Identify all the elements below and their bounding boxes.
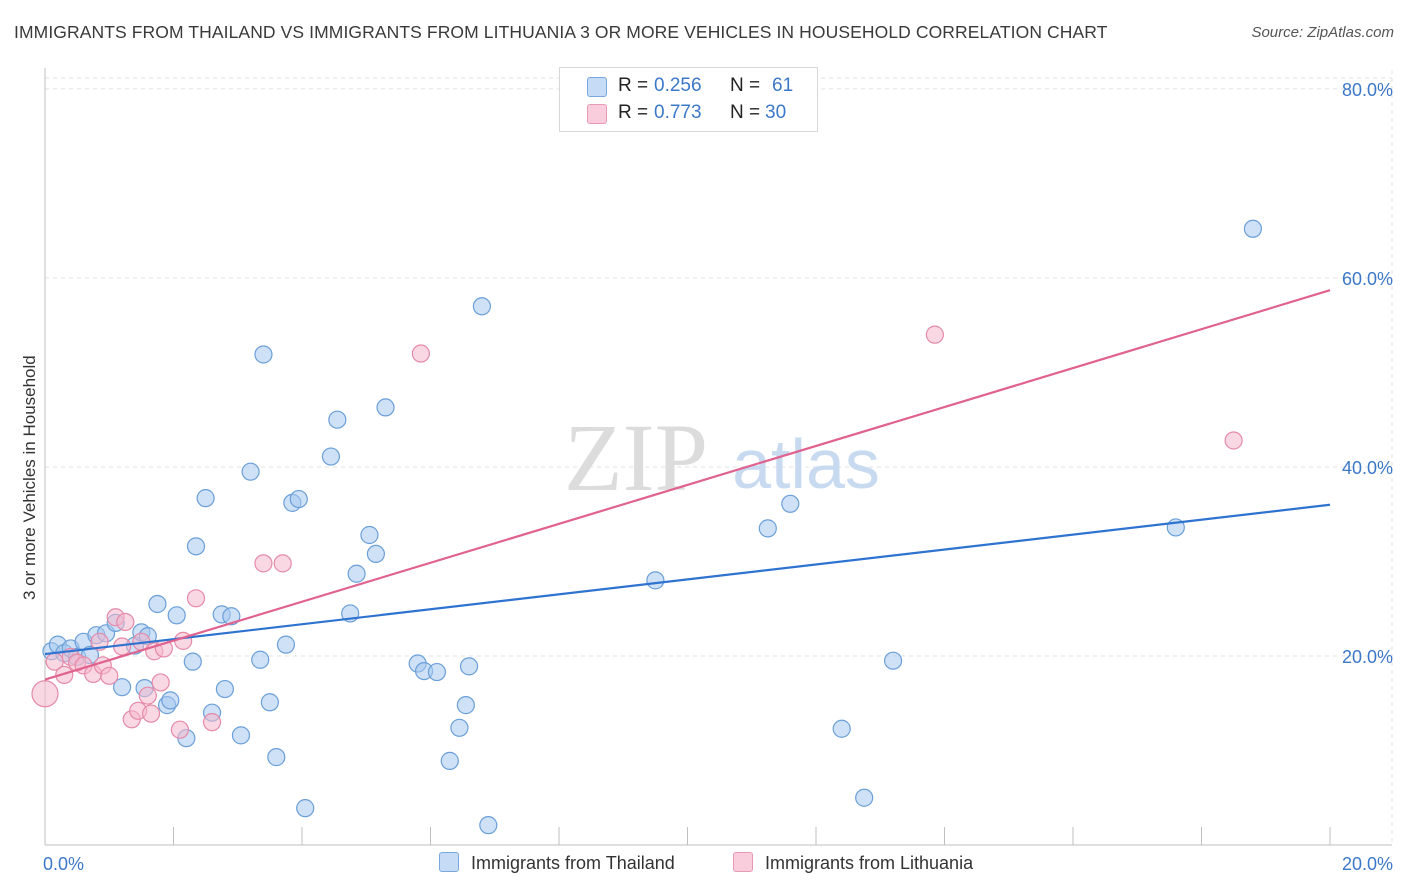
lithuania-point	[170, 720, 190, 739]
thailand-point	[450, 718, 469, 737]
thailand-point	[366, 544, 385, 564]
legend-label-thailand: Immigrants from Thailand	[471, 853, 675, 873]
thailand-point	[456, 696, 475, 715]
thailand-point	[832, 719, 851, 738]
legend-row-thailand: R = 0.256 N = 61	[560, 73, 817, 101]
lithuania-point	[141, 704, 161, 723]
thailand-legend-swatch	[439, 852, 459, 872]
thailand-point	[196, 489, 215, 508]
legend-row-lithuania: R = 0.773 N = 30	[560, 100, 817, 128]
lithuania-point	[100, 666, 119, 685]
thailand-points	[42, 219, 1263, 835]
lithuania-point	[202, 713, 222, 732]
lithuania-point	[138, 686, 157, 705]
thailand-point	[254, 345, 273, 364]
lithuania-point	[1224, 431, 1243, 450]
y-tick-label: 20.0%	[1342, 647, 1393, 667]
legend-label-lithuania: Immigrants from Lithuania	[765, 853, 974, 873]
lithuania-point	[151, 673, 170, 692]
r-value: 0.256	[654, 75, 702, 96]
y-tick-label: 80.0%	[1342, 80, 1393, 100]
lithuania-point	[116, 612, 135, 632]
thailand-point	[167, 606, 186, 625]
thailand-trend-line	[44, 503, 1331, 656]
lithuania-trend-line	[44, 289, 1331, 681]
thailand-point	[440, 751, 459, 770]
thailand-point	[161, 691, 180, 710]
thailand-point	[186, 537, 206, 556]
n-value: 61	[772, 75, 794, 96]
lithuania-point	[90, 632, 109, 651]
lithuania-point	[31, 680, 59, 708]
thailand-point	[241, 462, 260, 481]
lithuania-point	[273, 554, 292, 573]
lithuania-point	[411, 344, 430, 363]
thailand-point	[479, 816, 498, 835]
n-label: N =	[730, 75, 761, 96]
thailand-point	[427, 662, 447, 682]
thailand-point	[321, 447, 341, 466]
correlation-legend: R = 0.256 N = 61 R = 0.773 N = 30	[559, 67, 818, 132]
axes	[44, 68, 1392, 846]
legend-item-lithuania: Immigrants from Lithuania	[733, 852, 973, 874]
x-tick-label-min: 0.0%	[43, 854, 84, 874]
thailand-point	[781, 494, 800, 513]
thailand-point	[296, 799, 315, 818]
y-tick-label: 60.0%	[1342, 269, 1393, 289]
n-label: N =	[730, 102, 761, 123]
thailand-point	[260, 693, 279, 712]
thailand-point	[183, 652, 202, 671]
lithuania-legend-swatch	[733, 852, 753, 872]
thailand-point	[148, 594, 167, 614]
trend-lines	[44, 289, 1331, 681]
thailand-point	[855, 788, 874, 807]
thailand-point	[459, 657, 479, 676]
thailand-point	[758, 519, 777, 538]
thailand-point	[472, 297, 491, 316]
thailand-point	[231, 726, 251, 745]
r-value: 0.773	[654, 102, 702, 123]
watermark-zip: ZIP	[564, 404, 708, 511]
thailand-point	[1243, 219, 1263, 238]
thailand-point	[251, 650, 270, 669]
thailand-point	[222, 607, 241, 626]
thailand-point	[267, 748, 286, 767]
thailand-point	[347, 564, 366, 583]
lithuania-point	[254, 554, 273, 573]
thailand-point	[112, 678, 132, 697]
thailand-swatch	[587, 77, 607, 97]
source-label: Source: ZipAtlas.com	[1251, 24, 1394, 41]
lithuania-swatch	[587, 104, 607, 124]
lithuania-points	[31, 325, 1243, 739]
thailand-point	[215, 679, 234, 699]
tick-labels: 20.0% 40.0% 60.0% 80.0% 0.0% 20.0%	[43, 80, 1393, 874]
lithuania-point	[925, 325, 944, 344]
x-tick-label-max: 20.0%	[1342, 854, 1393, 874]
gridlines	[45, 70, 1393, 845]
thailand-point	[376, 398, 395, 417]
r-label: R =	[618, 75, 649, 96]
n-value: 30	[765, 102, 787, 123]
lithuania-point	[186, 589, 206, 608]
thailand-point	[289, 489, 308, 509]
r-label: R =	[618, 102, 649, 123]
thailand-point	[883, 651, 903, 670]
chart-title: IMMIGRANTS FROM THAILAND VS IMMIGRANTS F…	[14, 22, 1108, 42]
thailand-point	[276, 635, 296, 654]
thailand-point	[646, 571, 665, 590]
thailand-point	[328, 410, 347, 429]
legend-item-thailand: Immigrants from Thailand	[439, 852, 675, 874]
y-axis-label: 3 or more Vehicles in Household	[20, 355, 39, 600]
y-tick-label: 40.0%	[1342, 458, 1393, 478]
watermark: ZIP atlas	[564, 404, 880, 511]
thailand-point	[360, 525, 379, 545]
